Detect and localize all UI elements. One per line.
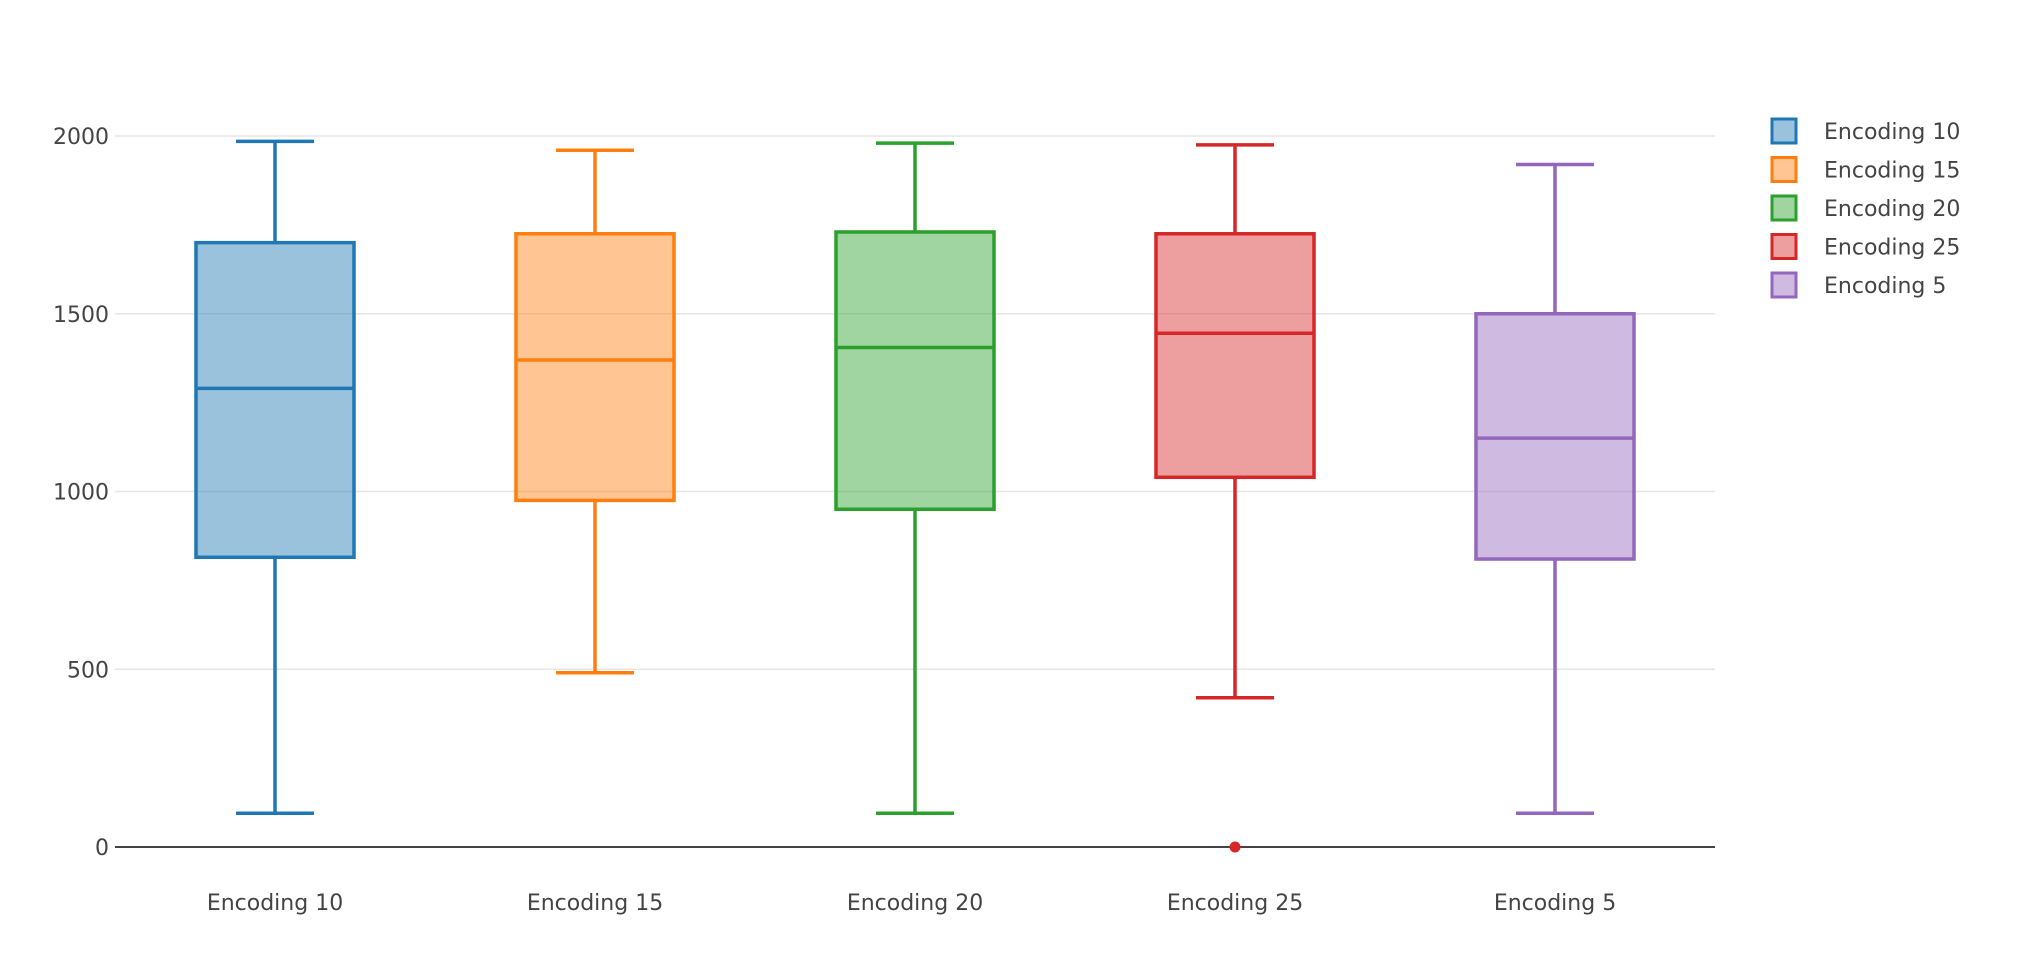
legend-item[interactable]: Encoding 25 — [1770, 233, 1960, 261]
legend-label: Encoding 25 — [1824, 236, 1960, 261]
legend-swatch — [1770, 156, 1798, 183]
y-tick-label: 500 — [67, 658, 109, 683]
box-5[interactable] — [1474, 162, 1636, 815]
y-tick-label: 1500 — [53, 303, 109, 328]
x-tick-label: Encoding 15 — [527, 891, 663, 916]
iqr-box — [1154, 232, 1316, 480]
legend-label: Encoding 10 — [1824, 120, 1960, 145]
x-tick-label: Encoding 5 — [1494, 891, 1616, 916]
legend-swatch — [1770, 271, 1798, 299]
box-3[interactable] — [834, 141, 996, 815]
iqr-box — [194, 240, 356, 560]
x-tick-label: Encoding 25 — [1167, 891, 1303, 916]
iqr-box — [1474, 312, 1636, 561]
axes: 0 500 1000 1500 2000 Encoding 10 Encoding 15 En… — [53, 125, 1715, 916]
x-tick-label: Encoding 10 — [207, 891, 343, 916]
y-tick-label: 0 — [95, 836, 109, 861]
legend-item[interactable]: Encoding 10 — [1770, 117, 1960, 145]
box-4[interactable] — [1154, 143, 1316, 853]
legend-label: Encoding 20 — [1824, 197, 1960, 222]
legend-item[interactable]: Encoding 15 — [1770, 156, 1960, 184]
legend[interactable]: Encoding 10 Encoding 15 Encoding 20 Encodin… — [1770, 117, 1960, 299]
legend-item[interactable]: Encoding 20 — [1770, 194, 1960, 222]
outlier-point — [1229, 841, 1241, 853]
legend-swatch — [1770, 233, 1798, 260]
y-tick-label: 1000 — [53, 481, 109, 506]
legend-item[interactable]: Encoding 5 — [1770, 271, 1946, 299]
legend-swatch — [1770, 194, 1798, 222]
box-series-group — [194, 139, 1636, 853]
x-tick-label: Encoding 20 — [847, 891, 983, 916]
iqr-box — [834, 230, 996, 512]
legend-label: Encoding 15 — [1824, 159, 1960, 184]
iqr-box — [514, 232, 676, 503]
y-tick-label: 2000 — [53, 125, 109, 150]
box-2[interactable] — [514, 148, 676, 675]
legend-swatch — [1770, 117, 1798, 145]
legend-label: Encoding 5 — [1824, 274, 1946, 299]
box-1[interactable] — [194, 139, 356, 815]
